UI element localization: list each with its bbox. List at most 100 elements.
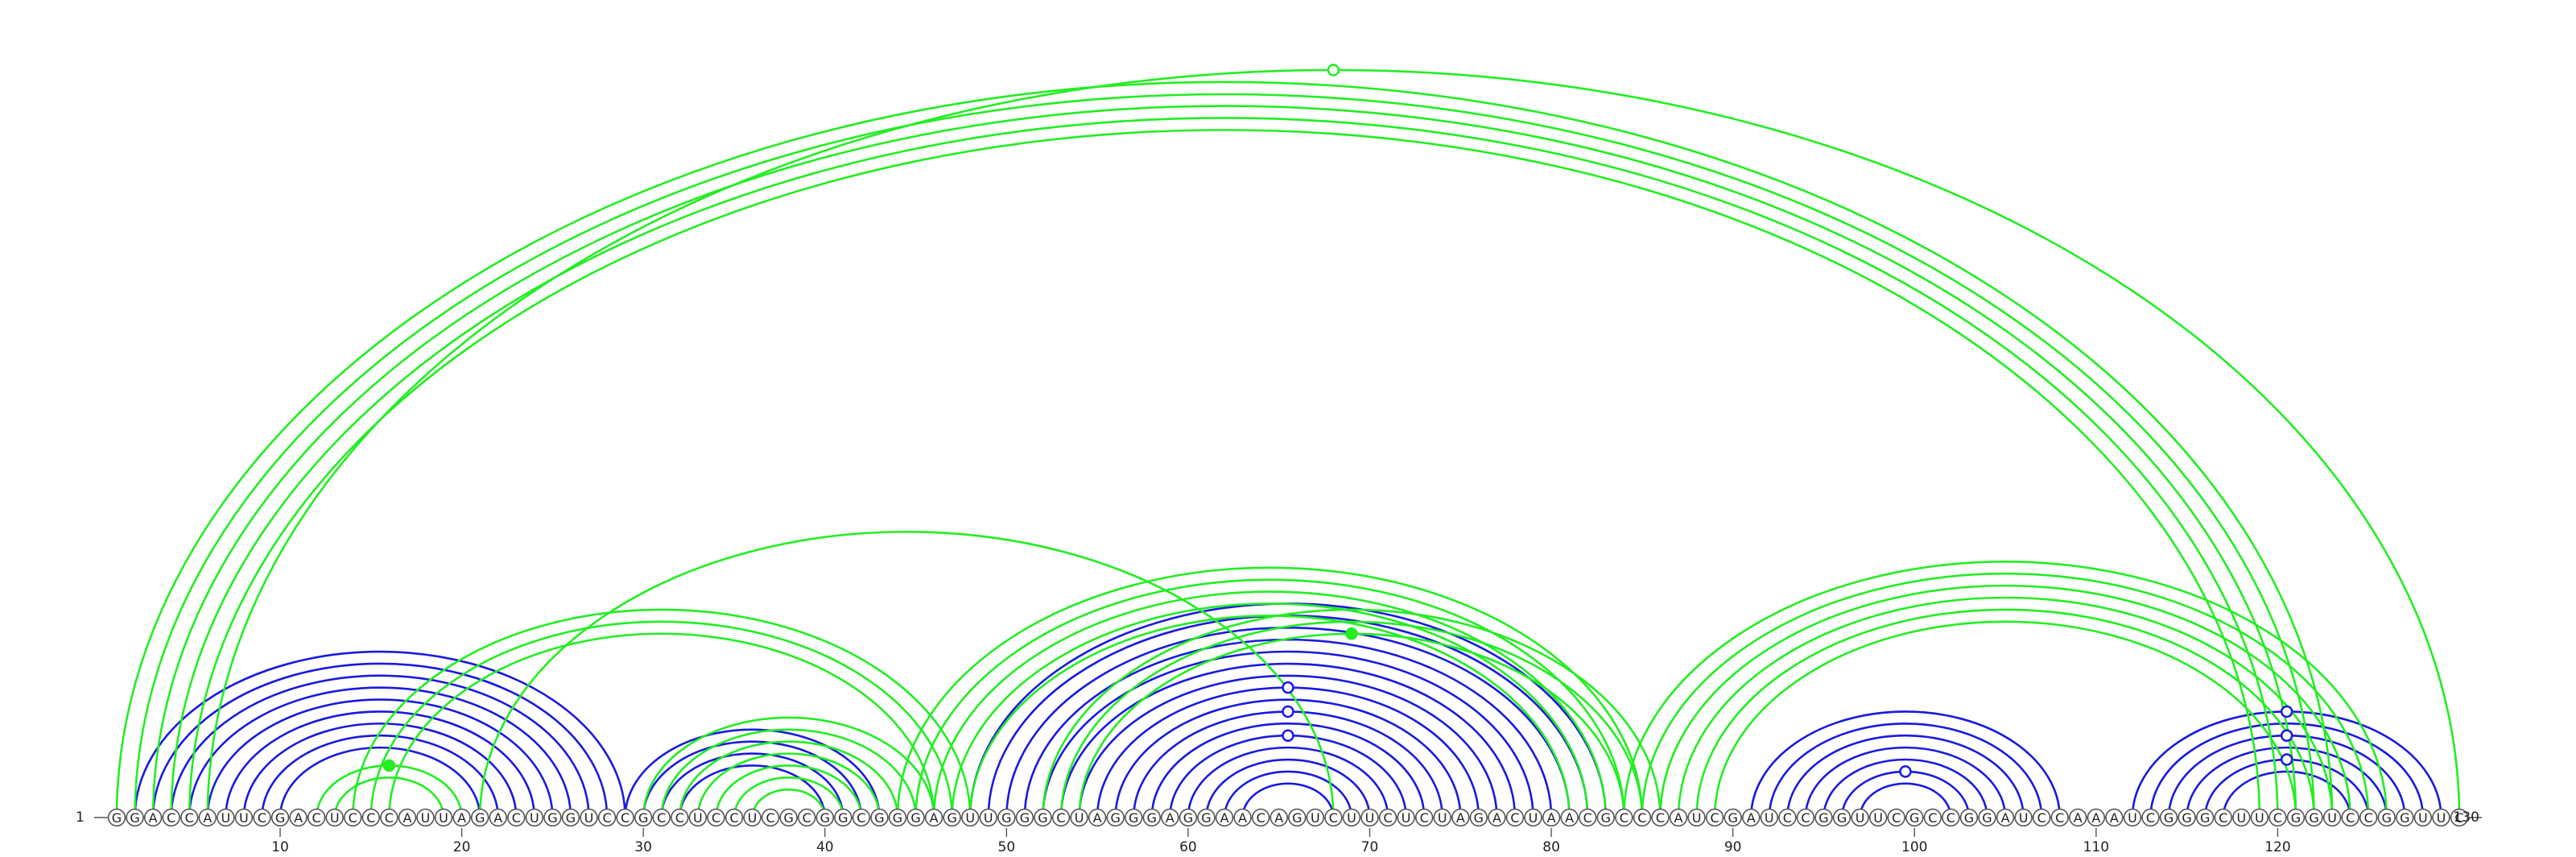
nucleotide: U (1524, 808, 1542, 827)
nucleotide-letter: C (675, 810, 684, 826)
nucleotide-letter: A (493, 810, 502, 826)
nucleotide-letter: U (330, 810, 340, 826)
nucleotide: G (561, 808, 580, 827)
nucleotide-letter: G (112, 810, 122, 826)
nucleotide: C (307, 808, 326, 827)
tick-label: 90 (1724, 839, 1742, 855)
nucleotide-letter: G (638, 810, 648, 826)
tick-label: 50 (998, 839, 1016, 855)
nucleotide: A (2069, 808, 2087, 827)
nucleotide-letter: G (893, 810, 902, 826)
blue-arc-57-74 (1132, 710, 1444, 818)
nucleotide-letter: G (1292, 810, 1302, 826)
nucleotide: U (580, 808, 598, 827)
nucleotide: G (107, 808, 126, 827)
nucleotide-letter: G (1110, 810, 1120, 826)
nucleotide-letter: C (1383, 810, 1392, 826)
nucleotide-letter: G (1818, 810, 1828, 826)
nucleotide-letter: C (729, 810, 738, 826)
nucleotide-letter: G (874, 810, 884, 826)
nucleotide-letter: G (2400, 810, 2409, 826)
nucleotide-letter: U (221, 810, 230, 826)
tick-label: 40 (816, 839, 834, 855)
nucleotide: G (870, 808, 889, 827)
nucleotide-letter: G (566, 810, 576, 826)
green-arc-5-119 (188, 129, 2261, 818)
nucleotide-letter: U (530, 810, 539, 826)
nucleotide-letter: A (294, 810, 303, 826)
blue-arc-95-104 (1823, 759, 1988, 818)
nucleotide-letter: U (1856, 810, 1865, 826)
blue-arc-4-27 (170, 674, 590, 818)
nucleotide: G (1724, 808, 1742, 827)
nucleotide-letter: C (1620, 810, 1629, 826)
nucleotide-letter: C (2037, 810, 2046, 826)
nucleotide-letter: A (1747, 810, 1756, 826)
nucleotide-letter: G (1001, 810, 1011, 826)
nucleotide-letter: C (602, 810, 611, 826)
nucleotide-letter: G (475, 810, 485, 826)
nucleotide-letter: C (1257, 810, 1265, 826)
green-arc-88-122 (1697, 610, 2314, 818)
tick-label: 120 (2264, 839, 2290, 855)
nucleotide-letter: C (2146, 810, 2155, 826)
green-arc-44-85 (896, 567, 1644, 818)
nucleotide-letter: C (366, 810, 375, 826)
green-arc-32-44 (679, 740, 899, 818)
nucleotide: A (1451, 808, 1470, 827)
nucleotide: C (671, 808, 689, 827)
nucleotide: G (543, 808, 562, 827)
nucleotide: A (1215, 808, 1234, 827)
nucleotide: U (525, 808, 544, 827)
nucleotide: G (1179, 808, 1198, 827)
nucleotide: C (1579, 808, 1597, 827)
nucleotide-letter: G (1728, 810, 1737, 826)
blue-arc-10-21 (279, 746, 481, 818)
green-arc-14-48 (351, 609, 972, 818)
nucleotide: C (724, 808, 744, 827)
blue-arc-56-75 (1114, 698, 1462, 818)
position-ticks: 10 20 30 40 50 60 70 80 90 100 110 120 (271, 828, 2291, 855)
nucleotide-letter: A (930, 810, 939, 826)
nucleotide: G (2195, 808, 2215, 827)
nucleotide: G (2377, 808, 2396, 827)
green-arc-31-45 (660, 728, 917, 818)
green-arc-marker-6-130 (1327, 64, 1340, 77)
nucleotide-letter: C (2219, 810, 2227, 826)
tick-label: 80 (1542, 839, 1560, 855)
nucleotide: G (1832, 808, 1852, 827)
blue-arc-53-78 (1059, 662, 1517, 818)
arc-markers-layer (382, 64, 2293, 778)
nucleotide-letter: G (1183, 810, 1193, 826)
nucleotide-letter: A (1274, 810, 1283, 826)
nucleotide-letter: G (2182, 810, 2191, 826)
nucleotide-letter: A (1547, 810, 1556, 826)
nucleotide: C (2141, 808, 2160, 827)
blue-arc-92-107 (1768, 722, 2043, 818)
tick-label: 30 (634, 839, 652, 855)
nucleotide-letter: C (803, 810, 811, 826)
nucleotide-letter: C (1801, 810, 1810, 826)
green-arc-85-125 (1641, 572, 2370, 818)
green-arc-46-83 (932, 590, 1608, 818)
nucleotide-letter: C (1637, 810, 1646, 826)
blue-arc-29-43 (624, 728, 881, 818)
nucleotide: G (634, 808, 653, 827)
blue-arc-32-40 (679, 764, 827, 818)
blue-arc-60-71 (1187, 746, 1389, 818)
blue-arc-63-68 (1241, 782, 1335, 818)
nucleotide: C (798, 808, 816, 827)
nucleotide: G (1469, 808, 1488, 827)
green-arc-47-82 (951, 602, 1589, 818)
blue-arc-2-29 (134, 650, 626, 818)
nucleotide-letter: A (149, 810, 158, 826)
nucleotide: A (1161, 808, 1179, 827)
nucleotide: A (2105, 808, 2124, 827)
green-arc-86-124 (1659, 584, 2351, 818)
nucleotide-letter: G (547, 810, 557, 826)
nucleotide: U (1070, 808, 1088, 827)
nucleotide: C (1942, 808, 1960, 827)
green-arc-marker-54-84 (1345, 627, 1358, 640)
nucleotide: G (2305, 808, 2323, 827)
nucleotide: G (470, 808, 489, 827)
